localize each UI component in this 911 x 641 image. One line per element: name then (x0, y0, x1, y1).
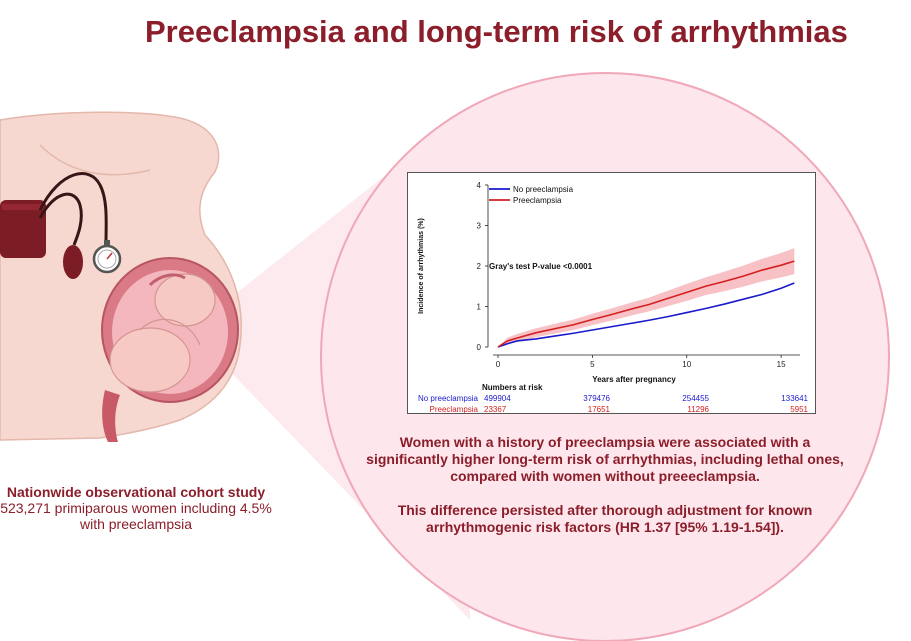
legend-label: Preeclampsia (513, 196, 562, 205)
legend-label: No preeclampsia (513, 185, 574, 194)
y-tick-label: 3 (477, 222, 482, 231)
blood-pressure-cuff-icon (0, 172, 122, 279)
risk-value: 254455 (682, 394, 709, 403)
numbers-at-risk-title: Numbers at risk (482, 383, 543, 392)
page-title: Preeclampsia and long-term risk of arrhy… (145, 14, 848, 49)
risk-value: 23367 (484, 405, 507, 414)
x-tick-label: 5 (590, 360, 595, 369)
study-description: Nationwide observational cohort study 52… (0, 484, 272, 532)
risk-value: 11296 (687, 405, 709, 414)
study-line-1: 523,271 primiparous women including 4.5% (0, 500, 272, 516)
y-tick-label: 1 (477, 303, 482, 312)
study-line-2: with preeclampsia (79, 516, 193, 532)
finding-paragraph-1: Women with a history of preeclampsia wer… (366, 434, 844, 484)
findings-text: Women with a history of preeclampsia wer… (360, 434, 850, 553)
risk-value: 379476 (583, 394, 610, 403)
y-tick-label: 4 (477, 181, 482, 190)
x-tick-label: 0 (496, 360, 501, 369)
incidence-chart: 0 1 2 3 4 0 5 10 15 Years after pregnancy Incidenc… (418, 181, 800, 384)
y-axis-label: Incidence of arrhythmias (%) (418, 218, 425, 314)
y-tick-label: 2 (477, 262, 482, 271)
risk-row-label: No preeclampsia (417, 394, 478, 403)
no-preeclampsia-line (497, 282, 795, 348)
y-tick-label: 0 (477, 343, 482, 352)
risk-value: 133641 (781, 394, 808, 403)
preeclampsia-line (497, 260, 795, 348)
risk-value: 499904 (484, 394, 511, 403)
study-heading: Nationwide observational cohort study (6, 484, 266, 500)
p-value-annotation: Gray's test P-value <0.0001 (489, 262, 593, 271)
preeclampsia-ci-band (498, 248, 795, 347)
pregnant-body-icon (0, 111, 242, 442)
risk-value: 17651 (587, 405, 610, 414)
chart-panel: 0 1 2 3 4 0 5 10 15 Years after pregnancy Incidenc… (407, 172, 816, 414)
x-tick-label: 10 (682, 360, 691, 369)
risk-row-label: Preeclampsia (429, 405, 478, 414)
finding-paragraph-2: This difference persisted after thorough… (397, 502, 813, 535)
x-tick-label: 15 (777, 360, 786, 369)
x-axis-label: Years after pregnancy (592, 375, 676, 384)
risk-value: 5951 (790, 405, 808, 414)
